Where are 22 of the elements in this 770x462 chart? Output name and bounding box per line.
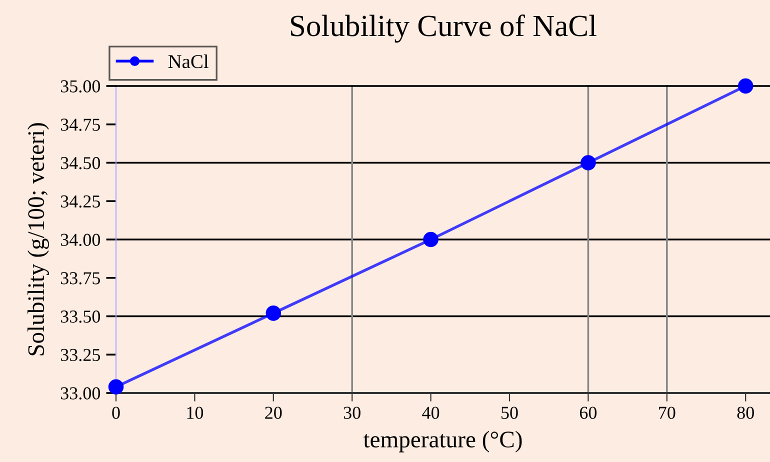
y-axis-title: Solubility (g/100; veteri) — [28, 123, 49, 356]
y-tick-label: 34.00 — [60, 234, 100, 246]
y-tick-label: 34.50 — [60, 157, 100, 170]
y-tick-label: 33.00 — [60, 387, 100, 400]
y-tick-label: 34.75 — [60, 118, 100, 131]
x-tick-label: 20 — [265, 406, 282, 419]
x-tick-label: 60 — [580, 406, 597, 419]
x-axis-title: temperature (°C) — [363, 430, 522, 452]
y-tick-label: 34.25 — [60, 195, 100, 208]
x-tick-label: 10 — [187, 406, 204, 419]
x-tick-label: 30 — [344, 406, 360, 419]
y-tick-label: 33.50 — [60, 310, 100, 323]
legend-label: NaCl — [168, 54, 208, 68]
x-tick-label: 80 — [737, 406, 754, 419]
y-tick-label: 33.25 — [60, 348, 100, 362]
x-tick-label: 70 — [659, 406, 676, 419]
y-tick-label: 35.00 — [60, 80, 100, 93]
x-tick-label: 50 — [502, 406, 518, 419]
x-tick-label: 0 — [112, 406, 120, 419]
chart-title: Solubility Curve of NaCl — [291, 14, 596, 43]
x-tick-label: 40 — [422, 406, 440, 419]
y-tick-label: 33.75 — [60, 272, 100, 284]
